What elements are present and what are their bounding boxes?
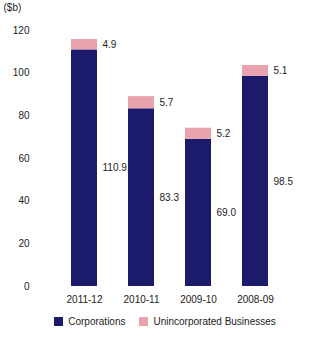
svg-text:2009-10: 2009-10 bbox=[180, 294, 217, 305]
svg-text:2011-12: 2011-12 bbox=[67, 294, 103, 305]
svg-text:($b): ($b) bbox=[4, 2, 22, 13]
svg-text:5.2: 5.2 bbox=[217, 128, 231, 139]
svg-text:98.5: 98.5 bbox=[274, 176, 294, 187]
svg-text:60: 60 bbox=[18, 153, 30, 164]
svg-text:20: 20 bbox=[18, 238, 30, 249]
svg-text:2008-09: 2008-09 bbox=[237, 294, 274, 305]
svg-text:120: 120 bbox=[13, 25, 30, 36]
svg-text:100: 100 bbox=[13, 67, 30, 78]
svg-text:69.0: 69.0 bbox=[217, 207, 237, 218]
svg-text:40: 40 bbox=[18, 195, 30, 206]
svg-text:0: 0 bbox=[24, 281, 30, 292]
svg-text:83.3: 83.3 bbox=[160, 192, 180, 203]
html-text:Unincorporated Businesses: Unincorporated Businesses bbox=[153, 316, 276, 327]
html-text:Corporations: Corporations bbox=[68, 316, 126, 327]
svg-text:4.9: 4.9 bbox=[103, 39, 117, 50]
svg-text:80: 80 bbox=[18, 110, 30, 121]
svg-text:2010-11: 2010-11 bbox=[124, 294, 160, 305]
svg-text:110.9: 110.9 bbox=[103, 162, 128, 173]
svg-text:5.7: 5.7 bbox=[160, 97, 174, 108]
svg-text:5.1: 5.1 bbox=[274, 65, 288, 76]
